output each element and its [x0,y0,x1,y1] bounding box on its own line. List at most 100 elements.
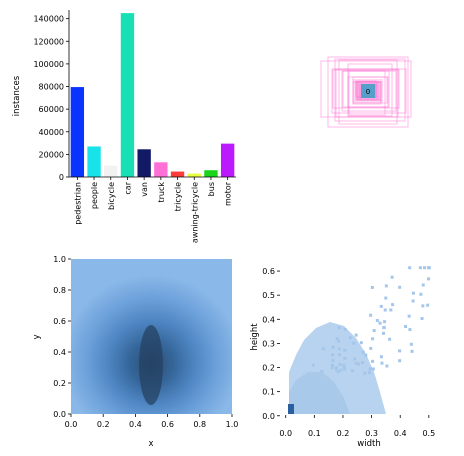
bar-y-tick-label: 40000 [39,128,64,137]
wh-cell [370,285,374,289]
bar-tricycle [170,171,185,177]
xy-x-tick-label: 0.8 [193,420,206,429]
wh-cell [337,353,341,357]
wh-cell [363,371,367,375]
wh-cell [361,350,365,354]
wh-cell [359,341,363,345]
xy-heatmap: 0.00.20.40.60.81.0 0.0 0.2 0.4 0.6 0.8 1.0 x … [32,255,238,449]
wh-x-tick-label: 0.0 [279,429,292,438]
xy-x-tick-label: 0.4 [129,420,142,429]
wh-cell [339,368,343,372]
box-outline [341,70,397,112]
wh-cell [411,291,415,295]
wh-cell [343,348,347,352]
wh-cell [371,337,375,341]
bar-y-ticks: 0 20000 40000 60000 80000 100000 120000 140000 [33,15,69,182]
wh-cell [330,353,334,357]
bar-truck [154,162,168,177]
wh-x-tick-label: 0.2 [337,429,350,438]
wh-cell [371,367,375,371]
bar-x-tick-label: pedestrian [73,182,82,225]
wh-cell [384,296,388,300]
wh-cell [348,336,352,340]
bar-car [120,13,135,178]
wh-cell [383,320,387,324]
wh-x-tick-label: 0.1 [308,429,321,438]
wh-cell [364,353,368,357]
wh-cell [361,361,365,365]
xy-y-tick-label: 0.0 [53,410,66,419]
bar-x-tick-label: people [90,182,99,209]
box-outline [356,81,382,101]
wh-cell [331,358,335,362]
xy-y-tick-label: 0.2 [53,379,66,388]
wh-cell [420,317,424,321]
wh-cell [389,308,393,312]
wh-cell [422,266,426,270]
wh-cell [391,303,395,307]
bar-bicycle [104,165,118,177]
bar-y-tick-label: 20000 [39,150,64,159]
wh-y-tick-label: 0.0 [262,412,275,421]
wh-y-tick-label: 0.3 [262,339,275,348]
bar-x-tick-label: awning-tricycle [190,182,199,243]
wh-cell [411,299,415,303]
wh-cell [379,355,383,359]
wh-cell [421,304,425,308]
wh-cell [407,314,411,318]
box-outline [335,68,399,118]
wh-cell [354,333,358,337]
wh-cell [337,326,341,330]
bar-y-tick-label: 120000 [33,37,64,46]
wh-cell [357,362,361,366]
wh-cell [369,313,373,317]
wh-y-tick-label: 0.4 [262,315,275,324]
bar-y-tick-label: 80000 [39,83,64,92]
wh-cell [408,328,412,332]
wh-cell [371,359,375,363]
box-center-square [361,84,375,98]
wh-cell [388,337,392,341]
box-outline [332,69,400,109]
bar-pedestrian [70,87,85,177]
wh-cell [330,366,334,370]
wh-cell [378,321,382,325]
bar-y-axis-label: instances [12,75,22,116]
bar-x-tick-label: car [123,181,132,194]
class-instances-chart: 020000400006000080000100000120000140000 … [12,10,236,243]
xy-x-tick-label: 0.0 [65,420,78,429]
wh-cell [352,341,356,345]
wh-y-ticks: 0.0 0.1 0.2 0.3 0.4 0.5 0.6 [262,267,280,421]
xy-y-axis-label: y [32,334,42,339]
wh-cell [398,359,402,363]
wh-cell [337,347,341,351]
box-outline [347,63,393,117]
box-outline [352,76,388,104]
wh-cell [390,275,394,279]
wh-cell [409,342,413,346]
wh-cell [372,329,376,333]
wh-cell [421,283,425,287]
box-outline [348,70,386,116]
wh-y-tick-label: 0.6 [262,267,275,276]
wh-cell [410,349,414,353]
xy-x-tick-label: 1.0 [226,420,239,429]
bar-x-tick-label: truck [157,182,166,203]
wh-cell [385,364,389,368]
bar-y-tick-label: 100000 [33,60,64,69]
wh-y-tick-label: 0.5 [262,291,275,300]
xy-density-core [139,325,163,405]
wh-cell [408,266,412,270]
wh-x-ticks: 0.0 0.1 0.2 0.3 0.4 0.5 [279,415,435,438]
wh-cell [384,284,388,288]
wh-cell [382,326,386,330]
xy-y-tick-label: 0.8 [53,286,66,295]
wh-cell [426,303,430,307]
wh-cell [427,266,431,270]
wh-x-tick-label: 0.5 [422,429,435,438]
bar-x-tick-label: van [140,182,149,197]
wh-cell [336,370,340,374]
box-outline [331,68,407,114]
bar-awning-tricycle [187,173,201,177]
wh-cell [311,363,315,367]
